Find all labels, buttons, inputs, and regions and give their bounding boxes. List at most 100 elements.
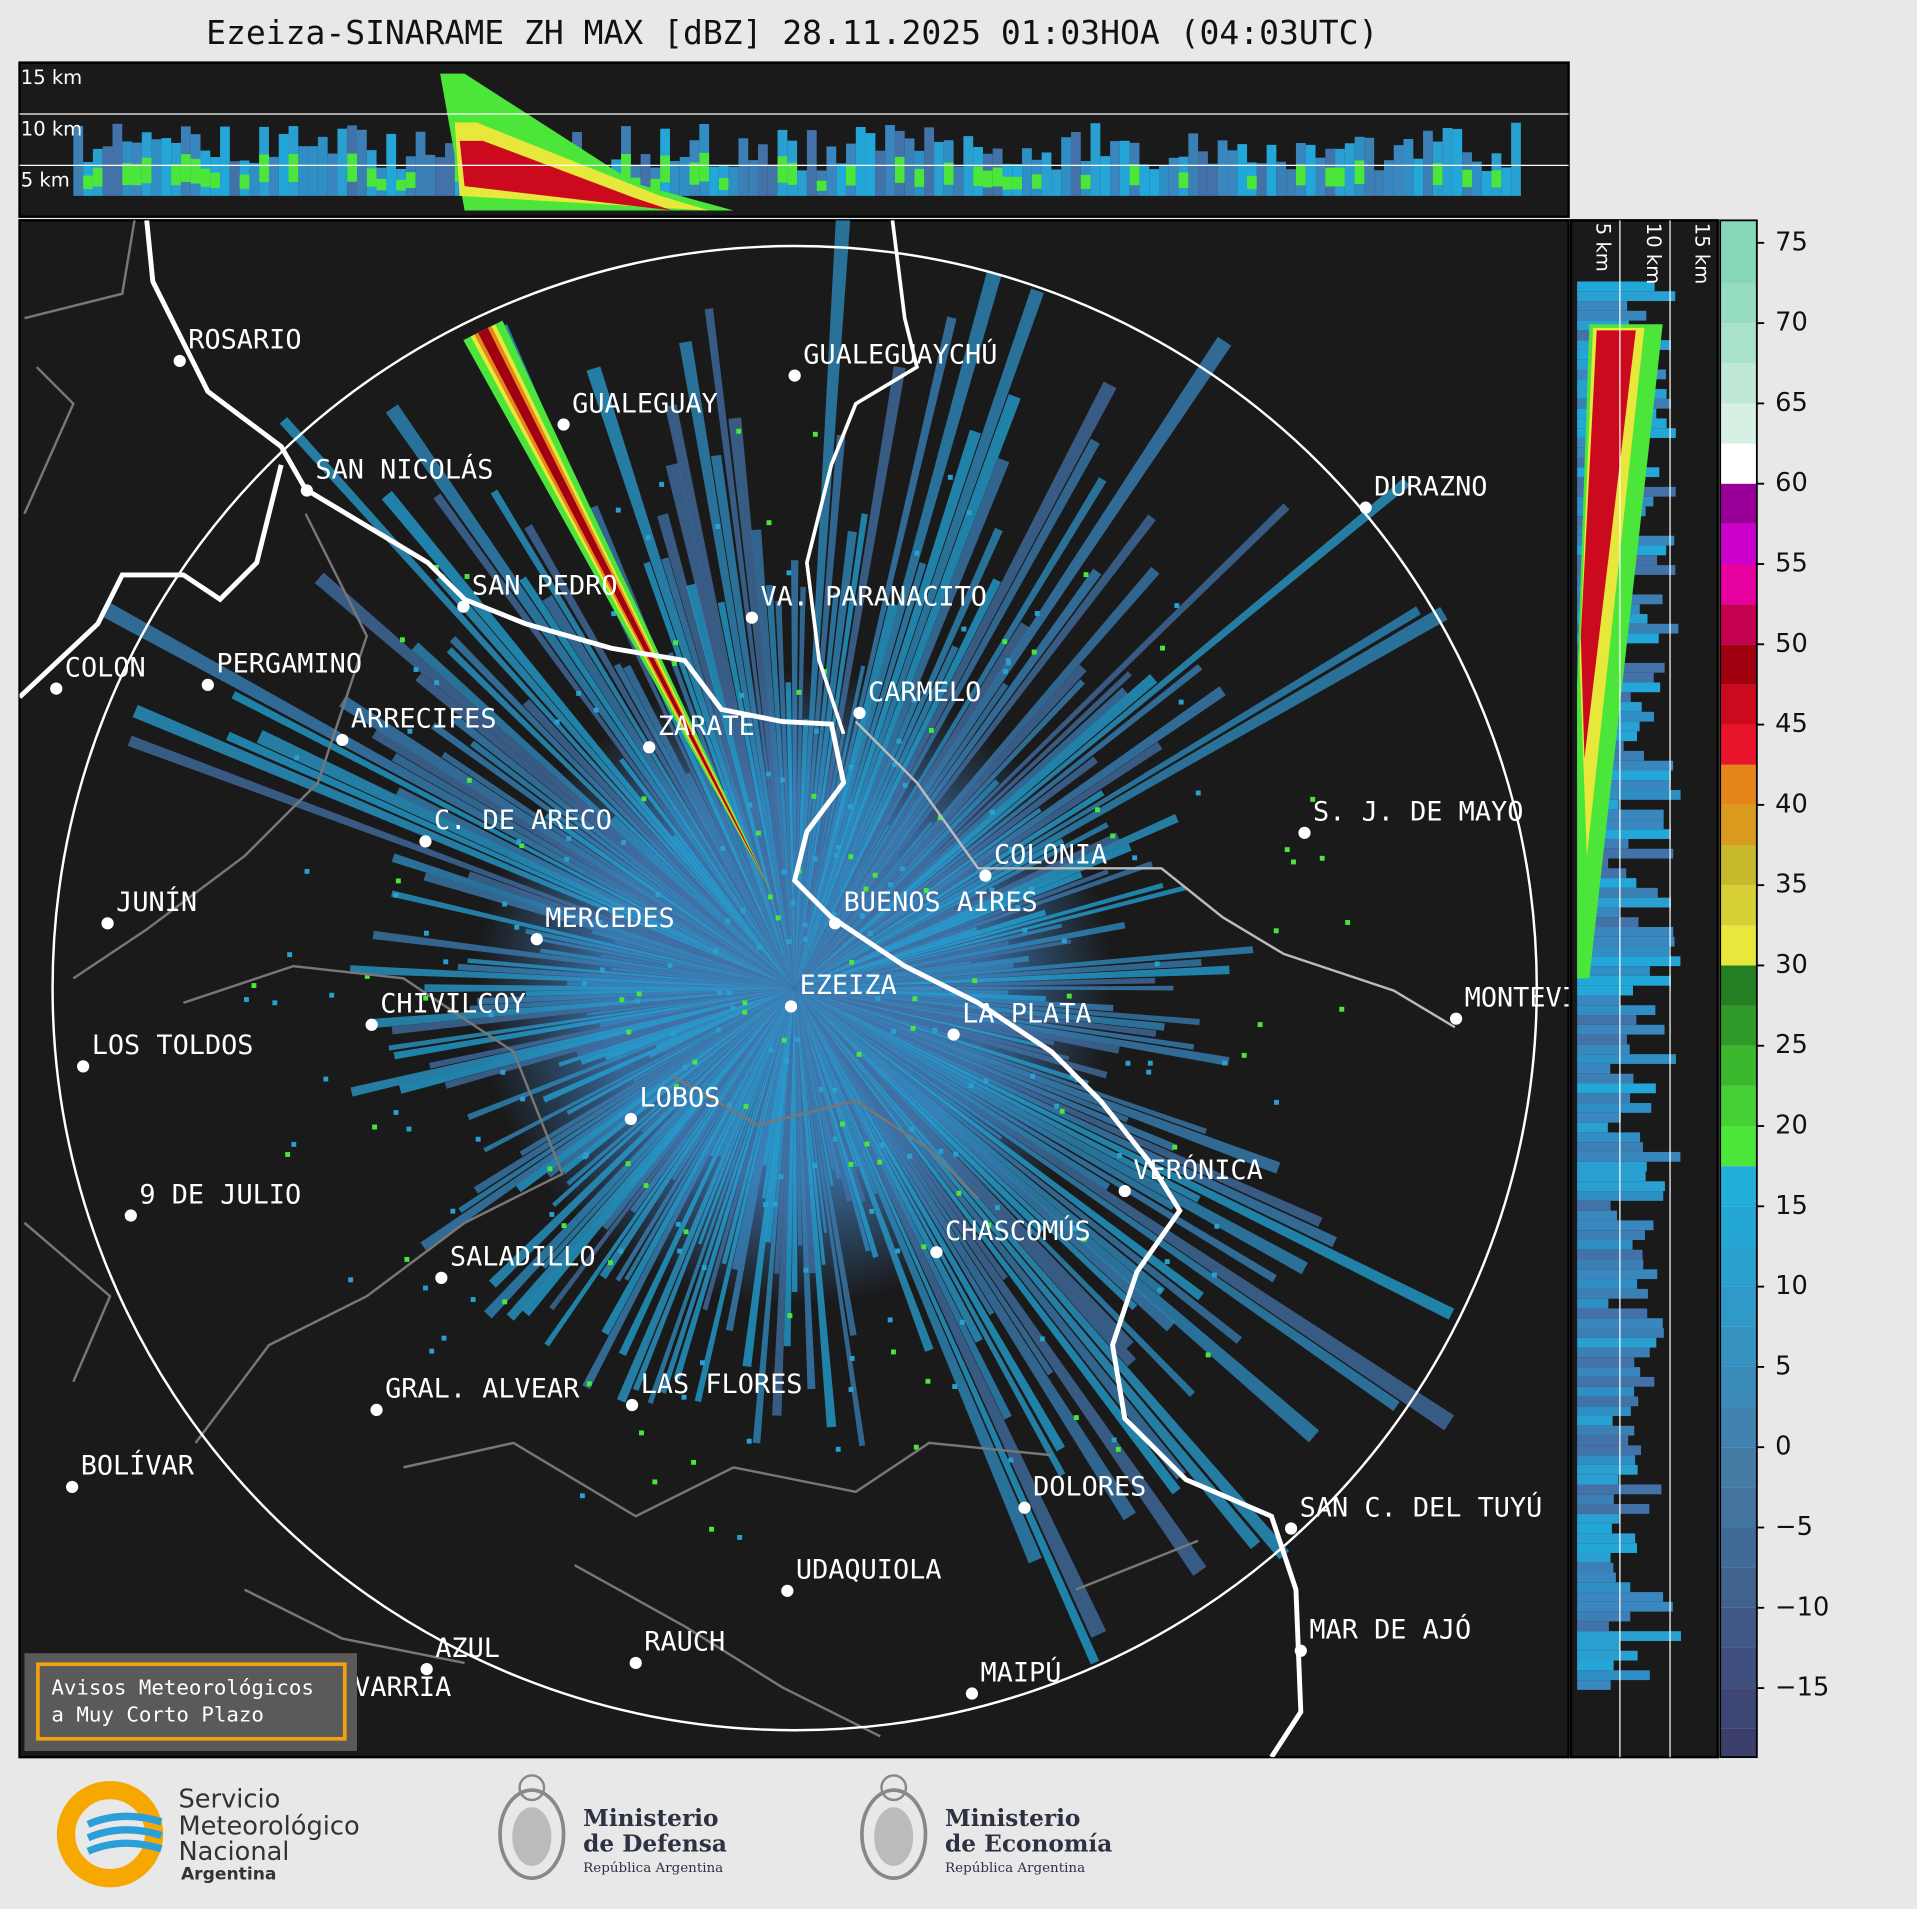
echo-ray bbox=[794, 988, 1455, 1320]
city-label: CHASCOMÚS bbox=[945, 1215, 1091, 1247]
echo-row bbox=[1577, 907, 1619, 918]
city-dot bbox=[530, 933, 543, 946]
echo-ray bbox=[794, 988, 879, 1258]
echo-speck bbox=[1214, 1223, 1220, 1229]
echo-ray bbox=[794, 645, 959, 989]
echo-ray bbox=[441, 751, 795, 989]
echo-row bbox=[1577, 1024, 1665, 1035]
city-label: C. DE ARECO bbox=[434, 805, 612, 836]
city-dot bbox=[828, 917, 842, 930]
echo-row bbox=[1577, 1015, 1637, 1025]
echo-speck bbox=[879, 1142, 885, 1148]
echo-row bbox=[1577, 1640, 1621, 1651]
echo-ray bbox=[614, 940, 795, 989]
echo-ray bbox=[794, 988, 1400, 1412]
echo-row bbox=[1577, 1347, 1650, 1358]
echo-speck bbox=[831, 911, 837, 917]
echo-speck bbox=[1015, 905, 1021, 911]
echo-ray bbox=[794, 814, 1179, 989]
echo-speck bbox=[683, 1229, 689, 1235]
city-dot bbox=[625, 1398, 639, 1412]
echo-row bbox=[1577, 1357, 1635, 1368]
partido-line bbox=[23, 220, 1199, 1738]
warning-box[interactable] bbox=[36, 1662, 347, 1741]
echo-ray bbox=[794, 988, 1157, 1037]
echo-ray bbox=[424, 984, 795, 993]
echo-ray bbox=[794, 885, 1187, 989]
echo-ray bbox=[794, 988, 1207, 1134]
echo-ray bbox=[794, 674, 1158, 989]
echo-row bbox=[1577, 1582, 1631, 1593]
echo-ray bbox=[794, 603, 898, 989]
echo-speck bbox=[611, 611, 617, 617]
echo-column bbox=[220, 126, 230, 196]
echo-row bbox=[1577, 1533, 1636, 1544]
echo-speck bbox=[1034, 610, 1040, 616]
echo-row bbox=[1577, 1220, 1654, 1231]
echo-column bbox=[875, 150, 886, 196]
colorbar-tick-label: 55 bbox=[1775, 548, 1808, 578]
echo-column bbox=[1471, 161, 1482, 196]
echo-speck bbox=[672, 660, 678, 666]
height-label: 10 km bbox=[21, 117, 82, 140]
echo-ray bbox=[624, 988, 795, 1281]
city-dot bbox=[300, 484, 313, 497]
echo-ray bbox=[794, 622, 1030, 989]
city-label: ARRECIFES bbox=[351, 704, 497, 735]
colorbar-segment bbox=[1720, 443, 1757, 484]
echo-ray bbox=[794, 988, 1165, 1031]
echo-speck bbox=[911, 697, 917, 703]
echo-ray bbox=[686, 583, 795, 989]
echo-ray bbox=[794, 988, 1176, 1211]
echo-ray bbox=[794, 988, 835, 1170]
echo-ray bbox=[794, 988, 866, 1202]
echo-column bbox=[982, 170, 993, 188]
echo-speck bbox=[959, 1319, 965, 1325]
echo-row bbox=[1577, 310, 1647, 321]
echo-speck bbox=[395, 878, 401, 884]
echo-ray bbox=[794, 856, 900, 989]
echo-speck bbox=[272, 1000, 278, 1006]
echo-ray bbox=[566, 988, 795, 1186]
echo-speck bbox=[811, 793, 817, 799]
echo-speck bbox=[1022, 927, 1028, 933]
echo-speck bbox=[681, 1394, 687, 1400]
echo-speck bbox=[1174, 603, 1180, 609]
echo-ray bbox=[794, 988, 1176, 1332]
echo-ray bbox=[469, 988, 795, 1012]
echo-column bbox=[660, 155, 670, 183]
colorbar-tick-label: 20 bbox=[1775, 1111, 1808, 1141]
echo-speck bbox=[645, 535, 651, 541]
echo-speck bbox=[1061, 938, 1067, 944]
echo-speck bbox=[502, 1299, 508, 1305]
city-dot bbox=[930, 1246, 943, 1259]
echo-column bbox=[298, 146, 309, 196]
city-dot bbox=[420, 1662, 433, 1676]
city-dot bbox=[173, 354, 186, 368]
echo-ray bbox=[794, 477, 1107, 989]
echo-ray bbox=[794, 988, 1243, 1344]
echo-speck bbox=[864, 1141, 870, 1147]
echo-speck bbox=[294, 755, 300, 761]
echo-speck bbox=[847, 804, 853, 810]
echo-ray bbox=[452, 715, 795, 989]
city-label: VA. PARANACITO bbox=[760, 581, 987, 612]
echo-column bbox=[1315, 157, 1326, 196]
echo-row bbox=[1577, 1171, 1646, 1182]
echo-speck bbox=[691, 1459, 697, 1465]
echo-speck bbox=[566, 836, 572, 842]
echo-column bbox=[1462, 169, 1472, 188]
city-dot bbox=[1298, 826, 1311, 839]
echo-column bbox=[1432, 163, 1443, 186]
echo-ray bbox=[794, 457, 1010, 989]
echo-column bbox=[914, 168, 925, 187]
echo-speck bbox=[912, 996, 918, 1002]
echo-ray bbox=[519, 576, 795, 989]
echo-row bbox=[1577, 1054, 1676, 1064]
echo-ray bbox=[794, 926, 978, 989]
echo-row bbox=[1577, 1523, 1612, 1534]
echo-speck bbox=[968, 1083, 974, 1089]
echo-row bbox=[1577, 1181, 1665, 1192]
echo-ray bbox=[616, 988, 795, 1403]
echo-ray bbox=[544, 813, 795, 989]
